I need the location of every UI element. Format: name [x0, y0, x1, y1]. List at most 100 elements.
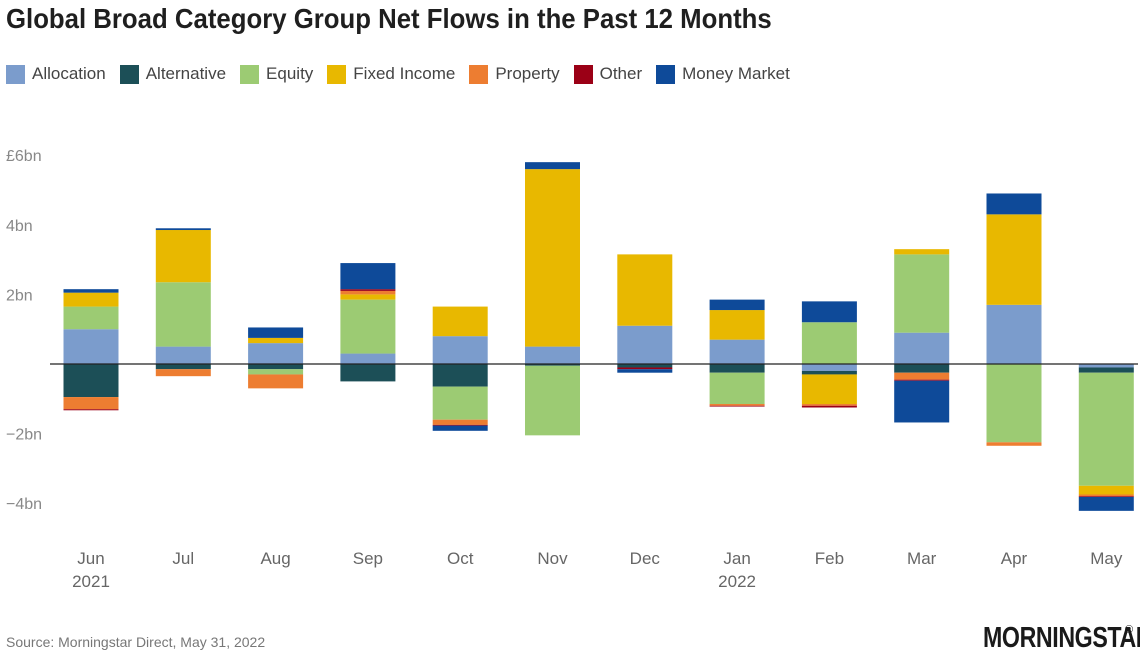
legend-label-alternative: Alternative [145, 64, 227, 83]
bar-oct-property [432, 419, 488, 425]
x-tick-label-jul: Jul [172, 549, 194, 568]
bar-aug-alternative [248, 364, 304, 370]
bar-jun-alternative [63, 364, 119, 398]
bar-mar-equity [894, 254, 950, 333]
bar-feb-money-market [801, 301, 857, 323]
bar-oct-money-market [432, 425, 488, 431]
bar-nov-fixed-income [525, 169, 580, 347]
morningstar-logo: MORNINGSTAR [983, 622, 1140, 654]
bar-aug-allocation [248, 343, 304, 364]
bar-mar-other [894, 379, 950, 381]
y-tick-label-6bn: £6bn [6, 148, 42, 165]
legend-swatch-equity [240, 64, 260, 84]
x-tick-label-jun: Jun [77, 549, 104, 568]
bar-apr-money-market [986, 193, 1042, 215]
bar-jul-money-market [155, 228, 211, 231]
bar-aug-money-market [248, 327, 304, 338]
bar-may-property [1078, 494, 1134, 497]
x-tick-sublabel-2022: 2022 [718, 572, 756, 591]
legend-item-alternative: Alternative [119, 64, 227, 84]
bar-may-fixed-income [1078, 485, 1134, 495]
bar-jan-allocation [709, 339, 765, 364]
bar-jun-allocation [63, 329, 119, 364]
bar-jul-property [155, 369, 211, 377]
bar-feb-allocation [801, 364, 857, 371]
bar-sep-fixed-income [340, 294, 396, 300]
y-tick-label-2bn: −2bn [6, 427, 42, 444]
x-tick-label-dec: Dec [630, 549, 661, 568]
legend-label-money-market: Money Market [682, 64, 790, 83]
legend-item-fixed-income: Fixed Income [327, 64, 455, 84]
bar-jan-fixed-income [709, 310, 765, 340]
bar-jun-equity [63, 306, 119, 330]
bar-dec-other [617, 367, 673, 370]
bar-feb-equity [801, 322, 857, 364]
bar-oct-other [432, 424, 488, 426]
x-tick-sublabel-2021: 2021 [72, 572, 110, 591]
y-tick-label-2bn: 2bn [6, 287, 33, 304]
bar-sep-money-market [340, 263, 396, 290]
bar-jul-alternative [155, 364, 211, 370]
legend-label-other: Other [599, 64, 643, 83]
bar-jul-allocation [155, 346, 211, 364]
legend-item-money-market: Money Market [656, 64, 790, 84]
bar-jun-other [63, 409, 119, 411]
bar-nov-equity [525, 365, 580, 436]
x-tick-label-aug: Aug [260, 549, 290, 568]
legend-label-fixed-income: Fixed Income [353, 64, 456, 83]
bar-jan-money-market [709, 299, 765, 311]
legend-swatch-property [469, 64, 489, 84]
x-tick-label-apr: Apr [1001, 549, 1028, 568]
bar-jun-property [63, 397, 119, 410]
bar-oct-equity [432, 386, 488, 420]
legend-swatch-other [573, 64, 593, 84]
y-tick-label-4bn: −4bn [6, 496, 42, 513]
bar-mar-property [894, 372, 950, 380]
legend-swatch-allocation [6, 64, 25, 84]
bar-oct-fixed-income [432, 306, 488, 337]
bar-aug-fixed-income [248, 337, 304, 344]
bar-jun-fixed-income [63, 292, 119, 307]
legend-swatch-money-market [656, 64, 676, 84]
bar-apr-equity [986, 364, 1042, 443]
bar-feb-other [801, 405, 857, 408]
bar-aug-property [248, 374, 304, 389]
bar-jan-equity [709, 372, 765, 405]
bar-nov-allocation [525, 346, 580, 364]
bar-sep-other [340, 289, 396, 291]
legend-item-allocation: Allocation [6, 64, 106, 84]
bar-apr-allocation [986, 304, 1042, 364]
legend-item-other: Other [573, 64, 643, 84]
bar-jul-equity [155, 282, 211, 347]
bar-may-money-market [1078, 496, 1134, 511]
bar-nov-money-market [525, 162, 580, 170]
bar-may-allocation [1078, 364, 1134, 368]
bar-may-alternative [1078, 367, 1134, 373]
bar-jan-alternative [709, 364, 765, 373]
bar-mar-alternative [894, 364, 950, 373]
legend: Allocation Alternative Equity Fixed Inco… [6, 64, 804, 84]
bar-aug-equity [248, 369, 304, 375]
bar-nov-alternative [525, 364, 580, 366]
source-note: Source: Morningstar Direct, May 31, 2022 [6, 634, 266, 650]
bar-apr-property [986, 442, 1042, 446]
bar-mar-allocation [894, 332, 950, 364]
legend-item-equity: Equity [240, 64, 313, 84]
registered-mark: ® [1125, 624, 1134, 636]
legend-label-allocation: Allocation [32, 64, 106, 83]
bar-jan-property [709, 404, 765, 406]
bar-feb-alternative [801, 370, 857, 375]
x-tick-label-nov: Nov [537, 549, 568, 568]
bar-sep-property [340, 290, 396, 295]
legend-label-equity: Equity [266, 64, 314, 83]
bar-may-equity [1078, 372, 1134, 486]
x-tick-label-mar: Mar [907, 549, 937, 568]
x-tick-label-may: May [1090, 549, 1123, 568]
bar-feb-property [801, 404, 857, 406]
chart-title: Global Broad Category Group Net Flows in… [6, 3, 772, 34]
legend-swatch-fixed-income [327, 64, 347, 84]
legend-label-property: Property [495, 64, 560, 83]
bar-jun-money-market [63, 289, 119, 293]
bar-apr-fixed-income [986, 214, 1042, 305]
bar-mar-money-market [894, 380, 950, 423]
